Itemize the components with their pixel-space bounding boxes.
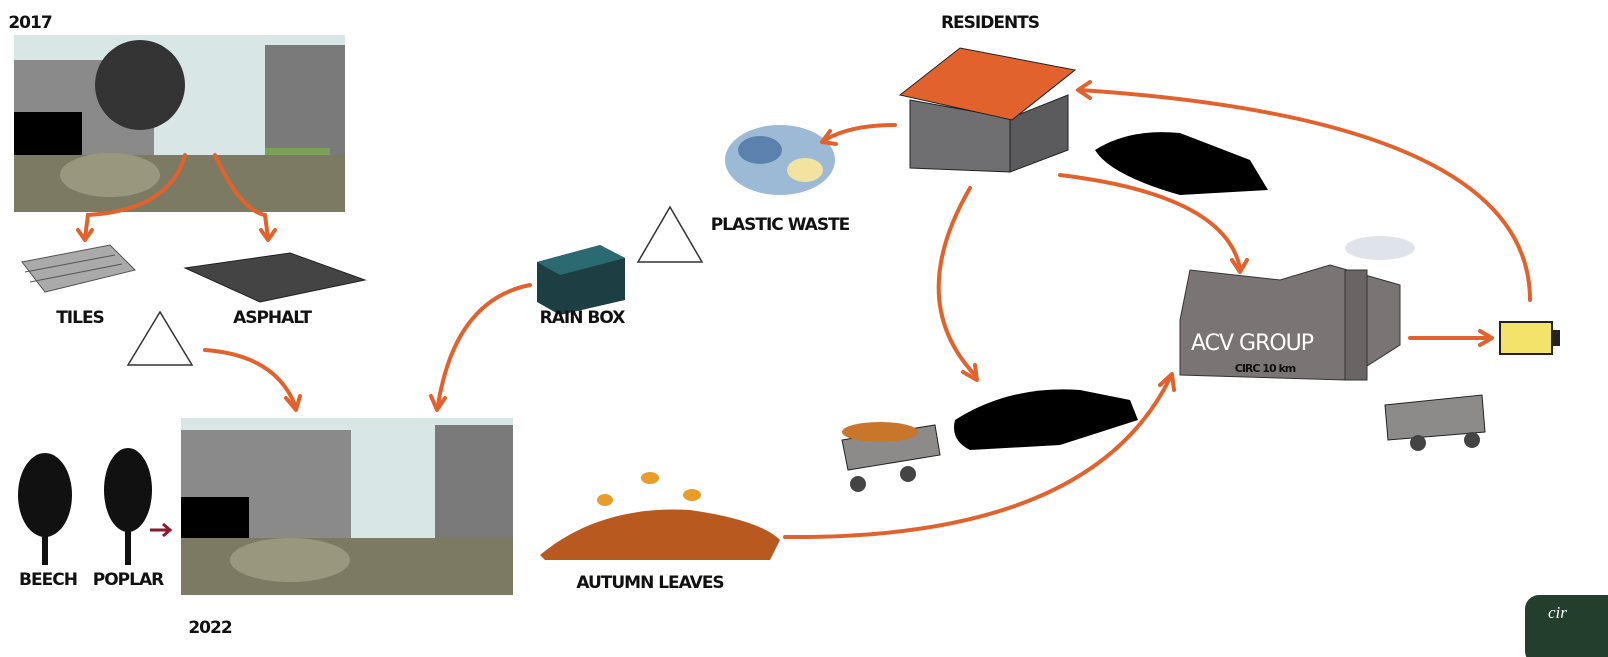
year-label: 2017 bbox=[8, 13, 51, 33]
recycle-icon bbox=[128, 312, 192, 365]
house-icon bbox=[900, 48, 1075, 172]
factory-icon bbox=[1180, 236, 1415, 380]
leaves-icon bbox=[540, 472, 780, 560]
recycle-icon bbox=[638, 207, 702, 262]
tiles-icon bbox=[22, 245, 135, 292]
distance-label: CIRC 10 km bbox=[1235, 362, 1296, 375]
photo-2017 bbox=[14, 35, 345, 212]
trailer bbox=[1385, 395, 1485, 451]
diagram: 2017 TILES ASPHALT 2022 BEECH POPLAR RAI… bbox=[0, 0, 1608, 657]
plastic-waste-icon bbox=[725, 125, 835, 195]
trailer bbox=[842, 422, 940, 492]
tiles-label: TILES bbox=[56, 308, 104, 328]
photo-2022 bbox=[181, 418, 513, 595]
factory-label: ACV GROUP bbox=[1191, 331, 1314, 356]
car bbox=[954, 389, 1138, 450]
asphalt-label: ASPHALT bbox=[233, 308, 312, 328]
asphalt-icon bbox=[185, 253, 365, 302]
page: 2017 TILES ASPHALT 2022 BEECH POPLAR RAI… bbox=[0, 0, 1608, 657]
rain-box-icon bbox=[537, 245, 625, 315]
autumn-leaves-label: AUTUMN LEAVES bbox=[576, 573, 723, 593]
arrow bbox=[150, 524, 170, 536]
badge-text: cir bbox=[1548, 603, 1567, 622]
beech-tree bbox=[18, 453, 72, 565]
battery-icon bbox=[1500, 322, 1560, 354]
residents-label: RESIDENTS bbox=[941, 13, 1039, 33]
beech-label: BEECH bbox=[19, 570, 77, 590]
poplar-tree bbox=[104, 448, 152, 565]
poplar-label: POPLAR bbox=[93, 570, 164, 590]
year-label: 2022 bbox=[188, 618, 231, 638]
rain-box-label: RAIN BOX bbox=[540, 308, 626, 328]
plastic-waste-label: PLASTIC WASTE bbox=[711, 215, 850, 235]
